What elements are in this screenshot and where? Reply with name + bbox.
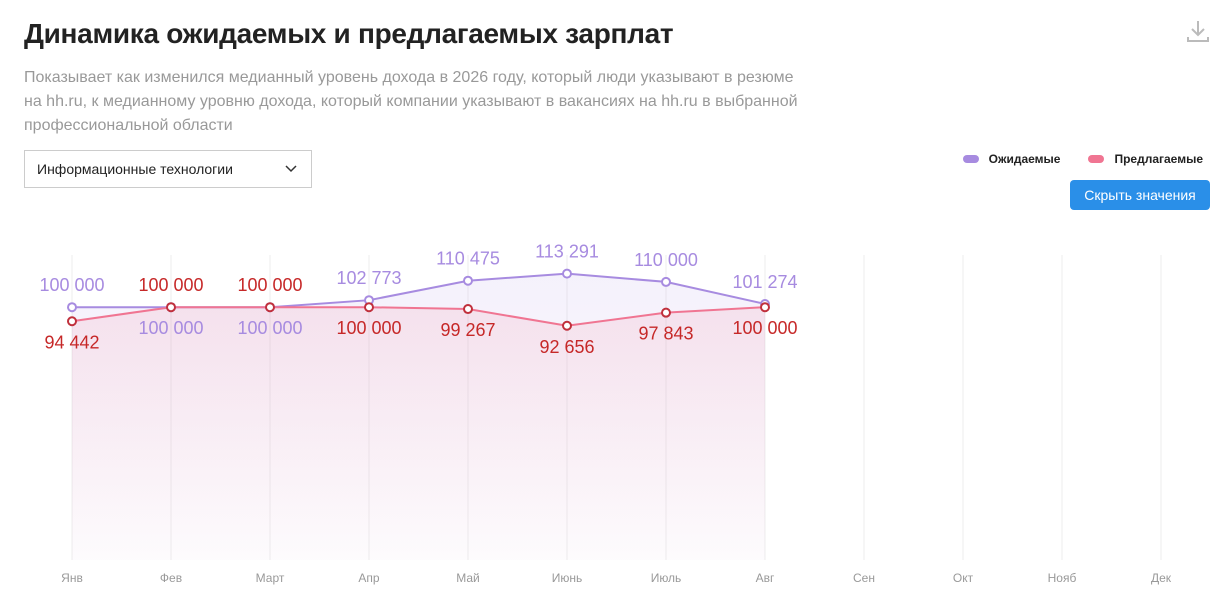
x-tick-label: Март (256, 571, 285, 585)
point (166, 302, 176, 313)
x-tick-label: Дек (1151, 571, 1172, 585)
point (463, 304, 473, 315)
point (661, 307, 671, 318)
legend-swatch (1088, 155, 1105, 163)
point (562, 268, 572, 279)
x-tick-label: Май (456, 571, 480, 585)
value-label: 102 773 (336, 268, 401, 288)
value-label: 100 000 (732, 318, 797, 338)
point (67, 316, 77, 327)
value-label: 101 274 (732, 272, 797, 292)
point (364, 302, 374, 313)
hide-values-button[interactable]: Скрыть значения (1070, 180, 1210, 210)
point (166, 302, 176, 313)
value-label: 110 475 (436, 249, 500, 269)
x-tick-label: Авг (756, 571, 775, 585)
point (265, 302, 275, 313)
point (463, 275, 473, 286)
x-tick-label: Окт (953, 571, 974, 585)
point (760, 302, 770, 313)
point (760, 298, 770, 309)
value-label: 97 843 (638, 324, 693, 344)
area (72, 273, 765, 560)
value-label: 94 442 (44, 332, 99, 352)
value-label: 99 267 (440, 320, 495, 340)
x-tick-label: Янв (61, 571, 83, 585)
point (661, 276, 671, 287)
value-label: 100 000 (39, 275, 104, 295)
value-label: 113 291 (535, 242, 599, 262)
x-tick-label: Июль (651, 571, 682, 585)
line (71, 306, 766, 327)
point (364, 295, 374, 306)
value-label: 100 000 (336, 318, 401, 338)
x-tick-label: Апр (358, 571, 380, 585)
value-label: 110 000 (634, 250, 698, 270)
value-label: 100 000 (237, 318, 302, 338)
legend-item[interactable]: Ожидаемые (962, 152, 1061, 166)
title: Динамика ожидаемых и предлагаемых зарпла… (24, 18, 674, 49)
legend: Ожидаемые Предлагаемые (962, 152, 1203, 166)
x-tick-label: Сен (853, 571, 875, 585)
value-label: 100 000 (237, 275, 302, 295)
legend-label: Ожидаемые (988, 152, 1061, 166)
chevron (285, 165, 297, 173)
value-label: 92 656 (539, 337, 594, 357)
value-label: 100 000 (138, 318, 203, 338)
area (72, 307, 765, 560)
x-tick-label: Фев (160, 571, 182, 585)
subtitle: Показывает как изменился медианный урове… (24, 69, 798, 134)
point (67, 302, 77, 313)
line (72, 272, 766, 309)
download-icon[interactable] (1185, 18, 1211, 44)
value-label: 100 000 (138, 275, 203, 295)
dropdown[interactable]: Информационные технологии (24, 150, 312, 188)
legend-label: Предлагаемые (1114, 152, 1203, 166)
x-tick-label: Нояб (1048, 571, 1077, 585)
point (265, 302, 275, 313)
legend-item[interactable]: Предлагаемые (1088, 152, 1203, 166)
point (562, 320, 572, 331)
legend-swatch (962, 155, 979, 163)
x-tick-label: Июнь (552, 571, 583, 585)
dropdown-value: Информационные технологии (37, 161, 233, 177)
